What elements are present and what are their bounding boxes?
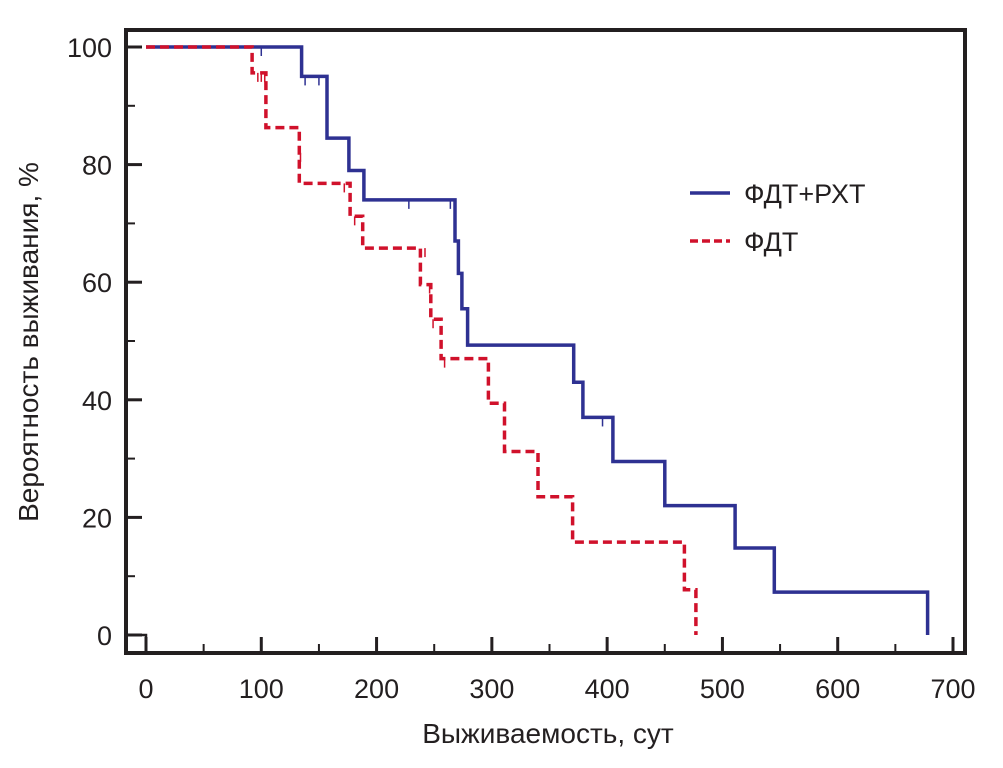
x-tick-label: 200 — [354, 674, 399, 704]
x-tick-label: 400 — [585, 674, 630, 704]
series-group — [146, 45, 930, 635]
y-tick-label: 100 — [67, 33, 112, 63]
y-tick-label: 0 — [97, 621, 112, 651]
x-tick-label: 0 — [138, 674, 153, 704]
plot-frame — [124, 28, 967, 655]
x-tick-label: 500 — [700, 674, 745, 704]
y-tick-label: 20 — [82, 503, 112, 533]
series-1 — [146, 45, 698, 635]
x-tick-label: 100 — [239, 674, 284, 704]
legend: ФДТ+РХТ ФДТ — [690, 179, 865, 257]
y-tick-label: 60 — [82, 268, 112, 298]
y-axis-ticks: 0 20 40 60 80 100 — [67, 33, 148, 653]
x-axis-title: Выживаемость, сут — [422, 718, 674, 749]
legend-label-1: ФДТ — [744, 227, 798, 257]
x-tick-label: 700 — [930, 674, 975, 704]
y-tick-label: 40 — [82, 386, 112, 416]
y-axis-title: Вероятность выживания, % — [13, 162, 44, 522]
survival-curve — [146, 45, 930, 635]
origin-mark — [126, 633, 148, 653]
survival-curve — [146, 45, 698, 635]
x-axis-ticks: 0 100 200 300 400 500 600 700 — [138, 637, 976, 704]
y-tick-label: 80 — [82, 151, 112, 181]
x-tick-label: 600 — [815, 674, 860, 704]
x-tick-label: 300 — [469, 674, 514, 704]
legend-label-0: ФДТ+РХТ — [744, 179, 865, 209]
series-0 — [146, 45, 930, 635]
